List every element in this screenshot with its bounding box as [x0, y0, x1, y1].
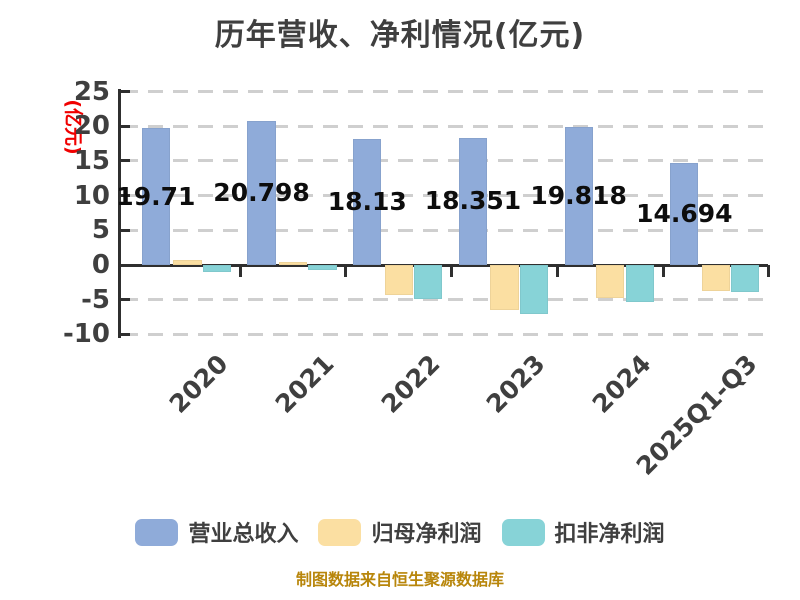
legend-label-revenue: 营业总收入	[188, 522, 299, 547]
value-label-2022: 18.13	[327, 187, 407, 217]
chart-title: 历年营收、净利情况(亿元)	[214, 18, 586, 53]
value-label-2023: 18.351	[424, 186, 522, 216]
bar-deducted-net-profit-2024	[625, 265, 654, 303]
bar-net-profit-2022	[384, 265, 413, 295]
y-axis-tick-15	[118, 159, 130, 163]
bar-deducted-net-profit-2020	[202, 265, 231, 272]
bar-revenue-2022	[353, 139, 382, 265]
y-axis-tick-5	[118, 228, 130, 232]
y-axis-label--10: -10	[63, 319, 110, 350]
bar-deducted-net-profit-2021	[308, 265, 337, 271]
y-axis-tick-0	[118, 263, 130, 267]
gridline-20	[123, 124, 768, 128]
bar-revenue-2025Q1-Q3	[670, 163, 699, 265]
legend-swatch-net-profit	[318, 518, 362, 546]
bar-revenue-2021	[247, 120, 276, 265]
bar-net-profit-2023	[490, 265, 519, 311]
y-axis-label--5: -5	[81, 284, 110, 315]
legend-label-deducted-net-profit: 扣非净利润	[554, 522, 665, 547]
value-label-2024: 19.818	[530, 181, 627, 211]
y-axis-tick--10	[118, 332, 130, 336]
gridline-15	[123, 159, 768, 163]
y-axis-label-15: 15	[73, 145, 110, 176]
legend-item-net-profit: 归母净利润	[318, 516, 482, 548]
legend-item-revenue: 营业总收入	[135, 516, 298, 548]
x-axis-line	[118, 263, 768, 267]
bar-deducted-net-profit-2023	[519, 265, 549, 315]
y-axis-line	[118, 89, 121, 338]
gridline--10	[123, 332, 768, 336]
y-axis-tick-25	[118, 90, 130, 93]
gridline-25	[123, 90, 768, 93]
legend-swatch-revenue	[135, 518, 179, 546]
y-axis-label-20: 20	[73, 111, 110, 142]
bar-net-profit-2020	[173, 260, 202, 265]
gridline-10	[123, 194, 768, 198]
x-axis-tick-5	[767, 265, 771, 277]
bar-net-profit-2024	[596, 265, 625, 299]
y-axis-tick-10	[118, 194, 130, 198]
bar-revenue-2020	[141, 128, 170, 265]
x-axis-tick-0	[238, 265, 242, 277]
legend-swatch-deducted-net-profit	[501, 518, 545, 546]
y-axis-label-5: 5	[91, 215, 110, 246]
legend-item-deducted-net-profit: 扣非净利润	[501, 516, 665, 548]
bar-revenue-2024	[564, 127, 593, 265]
value-label-2025Q1-Q3: 14.694	[636, 199, 733, 228]
x-axis-tick-1	[344, 265, 348, 277]
x-axis-tick-2	[450, 265, 454, 277]
legend: 营业总收入 归母净利润 扣非净利润	[0, 516, 800, 548]
y-axis-label-25: 25	[73, 76, 110, 107]
y-axis-label-10: 10	[73, 180, 110, 211]
data-source-note: 制图数据来自恒生聚源数据库	[295, 570, 504, 589]
bar-net-profit-2021	[279, 261, 308, 265]
gridline-5	[123, 228, 768, 232]
value-label-2020: 19.71	[116, 181, 196, 211]
bar-deducted-net-profit-2025Q1-Q3	[731, 265, 760, 292]
y-axis-label-0: 0	[91, 250, 110, 280]
value-label-2021: 20.798	[213, 177, 310, 207]
x-axis-tick-4	[661, 265, 665, 277]
bar-net-profit-2025Q1-Q3	[701, 265, 731, 291]
bar-deducted-net-profit-2022	[414, 265, 443, 299]
gridline--5	[123, 298, 768, 302]
bar-revenue-2023	[458, 137, 488, 265]
legend-label-net-profit: 归母净利润	[371, 522, 482, 547]
x-axis-tick-3	[555, 265, 559, 277]
y-axis-tick--5	[118, 298, 130, 302]
y-axis-tick-20	[118, 124, 130, 128]
